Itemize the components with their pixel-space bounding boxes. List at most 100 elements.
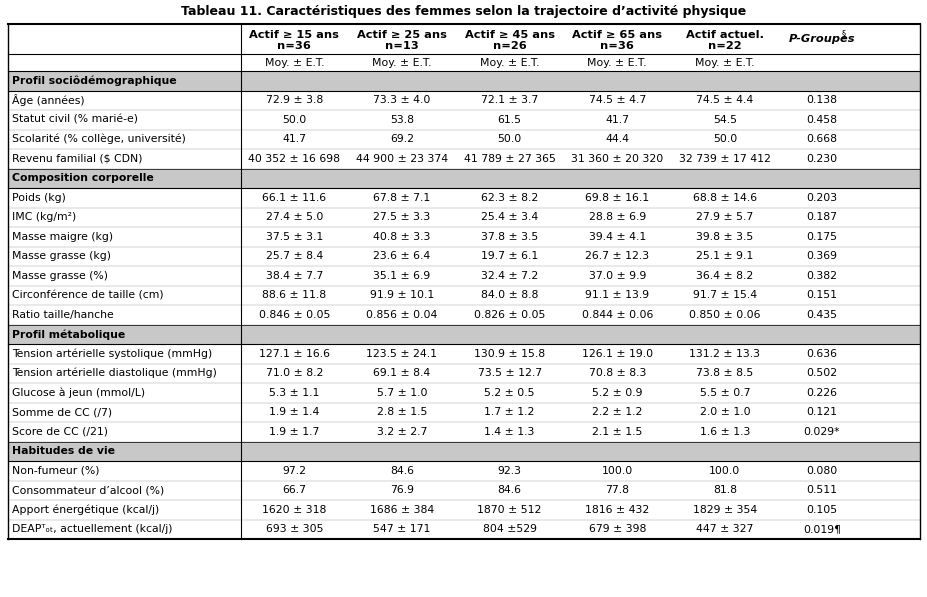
Text: 3.2 ± 2.7: 3.2 ± 2.7 [376, 427, 427, 437]
Text: 37.0 ± 9.9: 37.0 ± 9.9 [589, 271, 646, 281]
Text: 84.0 ± 8.8: 84.0 ± 8.8 [481, 290, 539, 300]
Text: 25.1 ± 9.1: 25.1 ± 9.1 [696, 251, 754, 261]
Text: 74.5 ± 4.4: 74.5 ± 4.4 [696, 96, 754, 105]
Text: 91.1 ± 13.9: 91.1 ± 13.9 [585, 290, 649, 300]
Text: Glucose à jeun (mmol/L): Glucose à jeun (mmol/L) [12, 387, 146, 398]
Text: 0.203: 0.203 [806, 193, 837, 203]
Text: 61.5: 61.5 [498, 115, 522, 125]
Text: 679 ± 398: 679 ± 398 [589, 524, 646, 534]
Text: 2.2 ± 1.2: 2.2 ± 1.2 [592, 407, 642, 417]
Text: 62.3 ± 8.2: 62.3 ± 8.2 [481, 193, 539, 203]
Text: 23.6 ± 6.4: 23.6 ± 6.4 [374, 251, 431, 261]
Text: 25.4 ± 3.4: 25.4 ± 3.4 [481, 213, 539, 222]
Text: 31 360 ± 20 320: 31 360 ± 20 320 [571, 154, 664, 164]
Text: 447 ± 327: 447 ± 327 [696, 524, 754, 534]
Text: IMC (kg/m²): IMC (kg/m²) [12, 213, 76, 222]
Text: 66.7: 66.7 [283, 485, 306, 496]
Text: 41.7: 41.7 [605, 115, 629, 125]
Text: 73.3 ± 4.0: 73.3 ± 4.0 [374, 96, 431, 105]
Text: 91.7 ± 15.4: 91.7 ± 15.4 [692, 290, 756, 300]
Text: n=36: n=36 [277, 41, 311, 51]
Text: 73.5 ± 12.7: 73.5 ± 12.7 [477, 368, 541, 378]
Text: 123.5 ± 24.1: 123.5 ± 24.1 [366, 349, 438, 359]
Text: Composition corporelle: Composition corporelle [12, 173, 154, 183]
Text: 39.8 ± 3.5: 39.8 ± 3.5 [696, 232, 754, 242]
Text: 28.8 ± 6.9: 28.8 ± 6.9 [589, 213, 646, 222]
Text: 5.2 ± 0.5: 5.2 ± 0.5 [484, 387, 535, 398]
Text: 40.8 ± 3.3: 40.8 ± 3.3 [374, 232, 431, 242]
Text: 32.4 ± 7.2: 32.4 ± 7.2 [481, 271, 539, 281]
Text: Poids (kg): Poids (kg) [12, 193, 66, 203]
Text: 0.138: 0.138 [806, 96, 837, 105]
Text: 0.856 ± 0.04: 0.856 ± 0.04 [366, 310, 438, 320]
Text: Moy. ± E.T.: Moy. ± E.T. [373, 57, 432, 67]
Text: Actif actuel.: Actif actuel. [686, 29, 764, 39]
Text: 5.2 ± 0.9: 5.2 ± 0.9 [592, 387, 642, 398]
Text: 36.4 ± 8.2: 36.4 ± 8.2 [696, 271, 754, 281]
Text: 0.175: 0.175 [806, 232, 837, 242]
Text: 19.7 ± 6.1: 19.7 ± 6.1 [481, 251, 539, 261]
Text: 26.7 ± 12.3: 26.7 ± 12.3 [585, 251, 649, 261]
Text: 0.846 ± 0.05: 0.846 ± 0.05 [259, 310, 330, 320]
Text: Actif ≥ 45 ans: Actif ≥ 45 ans [464, 29, 554, 39]
Text: 81.8: 81.8 [713, 485, 737, 496]
Text: 0.121: 0.121 [806, 407, 837, 417]
Text: 69.1 ± 8.4: 69.1 ± 8.4 [374, 368, 431, 378]
Text: 37.8 ± 3.5: 37.8 ± 3.5 [481, 232, 539, 242]
Text: 40 352 ± 16 698: 40 352 ± 16 698 [248, 154, 340, 164]
Text: 41.7: 41.7 [283, 134, 306, 144]
Text: 72.1 ± 3.7: 72.1 ± 3.7 [481, 96, 539, 105]
Text: 67.8 ± 7.1: 67.8 ± 7.1 [374, 193, 431, 203]
Text: 0.151: 0.151 [806, 290, 837, 300]
Text: 0.502: 0.502 [806, 368, 837, 378]
Text: 68.8 ± 14.6: 68.8 ± 14.6 [692, 193, 756, 203]
Text: Circonférence de taille (cm): Circonférence de taille (cm) [12, 290, 164, 300]
Text: 100.0: 100.0 [709, 466, 741, 476]
Text: 25.7 ± 8.4: 25.7 ± 8.4 [266, 251, 323, 261]
Text: 92.3: 92.3 [498, 466, 522, 476]
Text: 54.5: 54.5 [713, 115, 737, 125]
Text: 126.1 ± 19.0: 126.1 ± 19.0 [581, 349, 653, 359]
Text: 0.080: 0.080 [806, 466, 838, 476]
Text: 1686 ± 384: 1686 ± 384 [370, 504, 434, 515]
Text: 0.511: 0.511 [806, 485, 837, 496]
Text: 27.5 ± 3.3: 27.5 ± 3.3 [374, 213, 431, 222]
Text: 1.4 ± 1.3: 1.4 ± 1.3 [485, 427, 535, 437]
Text: 547 ± 171: 547 ± 171 [374, 524, 431, 534]
Text: 5.7 ± 1.0: 5.7 ± 1.0 [376, 387, 427, 398]
Text: 2.8 ± 1.5: 2.8 ± 1.5 [376, 407, 427, 417]
Text: 0.844 ± 0.06: 0.844 ± 0.06 [581, 310, 653, 320]
Text: 88.6 ± 11.8: 88.6 ± 11.8 [262, 290, 326, 300]
Text: 32 739 ± 17 412: 32 739 ± 17 412 [679, 154, 770, 164]
Text: Tableau 11. Caractéristiques des femmes selon la trajectoire d’activité physique: Tableau 11. Caractéristiques des femmes … [181, 5, 746, 19]
Text: 97.2: 97.2 [283, 466, 306, 476]
Text: 0.458: 0.458 [806, 115, 837, 125]
Text: Masse maigre (kg): Masse maigre (kg) [12, 232, 113, 242]
Text: 66.1 ± 11.6: 66.1 ± 11.6 [262, 193, 326, 203]
Text: 69.2: 69.2 [390, 134, 414, 144]
Text: Revenu familial ($ CDN): Revenu familial ($ CDN) [12, 154, 143, 164]
Text: 5.5 ± 0.7: 5.5 ± 0.7 [700, 387, 750, 398]
Text: 69.8 ± 16.1: 69.8 ± 16.1 [585, 193, 649, 203]
Text: 53.8: 53.8 [390, 115, 414, 125]
Text: 71.0 ± 8.2: 71.0 ± 8.2 [266, 368, 323, 378]
Text: 1620 ± 318: 1620 ± 318 [262, 504, 326, 515]
Text: 74.5 ± 4.7: 74.5 ± 4.7 [589, 96, 646, 105]
Text: Actif ≥ 15 ans: Actif ≥ 15 ans [249, 29, 339, 39]
Text: Score de CC (/21): Score de CC (/21) [12, 427, 108, 437]
Text: Moy. ± E.T.: Moy. ± E.T. [480, 57, 540, 67]
Text: 131.2 ± 13.3: 131.2 ± 13.3 [690, 349, 760, 359]
Bar [8, 442, 920, 461]
Text: 5.3 ± 1.1: 5.3 ± 1.1 [269, 387, 320, 398]
Text: 0.435: 0.435 [806, 310, 837, 320]
Text: 44 900 ± 23 374: 44 900 ± 23 374 [356, 154, 448, 164]
Text: Masse grasse (%): Masse grasse (%) [12, 271, 108, 281]
Text: Actif ≥ 65 ans: Actif ≥ 65 ans [572, 29, 662, 39]
Text: 693 ± 305: 693 ± 305 [266, 524, 324, 534]
Text: 0.187: 0.187 [806, 213, 837, 222]
Text: 0.230: 0.230 [806, 154, 837, 164]
Text: 0.668: 0.668 [806, 134, 837, 144]
Text: Somme de CC (/7): Somme de CC (/7) [12, 407, 112, 417]
Text: 1829 ± 354: 1829 ± 354 [692, 504, 757, 515]
Text: 50.0: 50.0 [282, 115, 307, 125]
